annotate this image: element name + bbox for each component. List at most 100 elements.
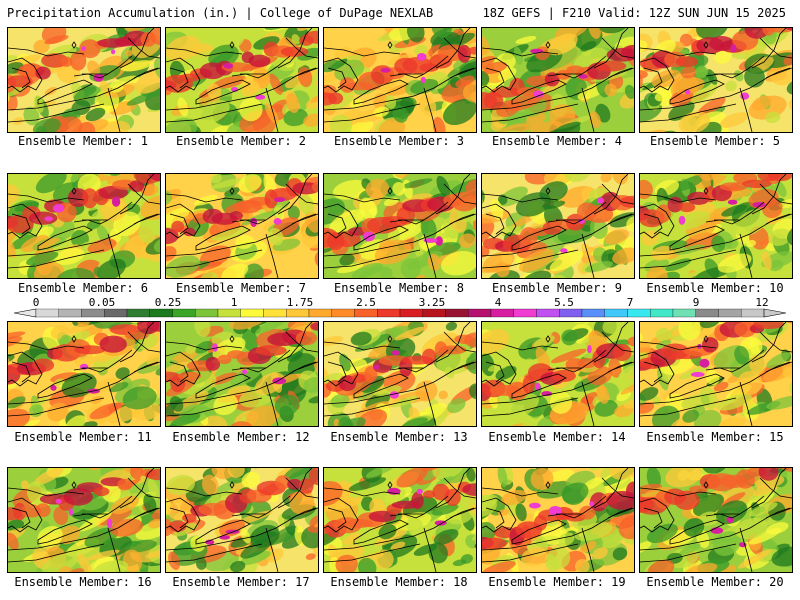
colorbar-tick-label: 3.25 xyxy=(418,296,446,309)
colorbar-swatch xyxy=(172,308,196,318)
colorbar-swatch xyxy=(286,308,310,318)
colorbar-swatch xyxy=(308,308,332,318)
precip-field xyxy=(8,28,160,132)
precip-field xyxy=(482,28,634,132)
station-marker xyxy=(71,481,77,489)
colorbar-swatch xyxy=(445,308,469,318)
ensemble-member-label: Ensemble Member: 17 xyxy=(172,575,310,589)
colorbar-swatch xyxy=(149,308,173,318)
colorbar-swatch xyxy=(422,308,446,318)
colorbar-tick-label: 7 xyxy=(626,296,634,309)
colorbar-swatch xyxy=(81,308,105,318)
run-valid-time: 18Z GEFS | F210 Valid: 12Z SUN JUN 15 20… xyxy=(482,6,786,20)
precip-field xyxy=(324,174,476,278)
colorbar-tick-label: 4 xyxy=(494,296,502,309)
ensemble-member-label: Ensemble Member: 3 xyxy=(333,134,465,148)
colorbar-swatch xyxy=(377,308,401,318)
colorbar-swatch xyxy=(672,308,696,318)
station-marker xyxy=(387,335,393,343)
colorbar-swatch xyxy=(354,308,378,318)
station-marker xyxy=(229,41,235,49)
ensemble-member-map xyxy=(639,27,793,133)
colorbar-arrow-right xyxy=(763,308,787,318)
ensemble-member-map xyxy=(323,321,477,427)
colorbar-swatch xyxy=(718,308,742,318)
precip-field xyxy=(8,322,160,426)
ensemble-member-map xyxy=(639,467,793,573)
precip-field xyxy=(482,322,634,426)
map-title: Precipitation Accumulation (in.) | Colle… xyxy=(7,6,434,20)
colorbar-tick-label: 1 xyxy=(230,296,238,309)
precip-field xyxy=(324,322,476,426)
ensemble-member-label: Ensemble Member: 8 xyxy=(333,281,465,295)
ensemble-member-label: Ensemble Member: 5 xyxy=(649,134,781,148)
colorbar-arrow-left xyxy=(13,308,37,318)
precip-field xyxy=(8,174,160,278)
station-marker xyxy=(703,335,709,343)
precip-field xyxy=(166,468,318,572)
colorbar-tick-label: 0.05 xyxy=(88,296,116,309)
precip-field xyxy=(324,468,476,572)
station-marker xyxy=(71,41,77,49)
colorbar-swatch xyxy=(559,308,583,318)
ensemble-member-label: Ensemble Member: 12 xyxy=(172,430,310,444)
ensemble-member-label: Ensemble Member: 2 xyxy=(175,134,307,148)
ensemble-member-map xyxy=(7,173,161,279)
ensemble-member-map xyxy=(323,173,477,279)
ensemble-member-map xyxy=(7,27,161,133)
ensemble-member-map xyxy=(7,467,161,573)
precip-field xyxy=(640,322,792,426)
colorbar-swatch xyxy=(240,308,264,318)
colorbar-swatch xyxy=(104,308,128,318)
station-marker xyxy=(71,335,77,343)
ensemble-member-map xyxy=(165,27,319,133)
ensemble-member-map xyxy=(7,321,161,427)
ensemble-member-label: Ensemble Member: 7 xyxy=(175,281,307,295)
ensemble-member-map xyxy=(639,321,793,427)
colorbar-swatch xyxy=(217,308,241,318)
colorbar-tick-label: 12 xyxy=(755,296,769,309)
colorbar-swatch xyxy=(604,308,628,318)
precip-field xyxy=(324,28,476,132)
colorbar-swatch xyxy=(263,308,287,318)
colorbar-swatch xyxy=(468,308,492,318)
ensemble-member-map xyxy=(165,321,319,427)
colorbar-tick-label: 9 xyxy=(692,296,700,309)
colorbar-tick-label: 5.5 xyxy=(554,296,574,309)
colorbar-swatch xyxy=(331,308,355,318)
ensemble-member-label: Ensemble Member: 20 xyxy=(646,575,784,589)
ensemble-member-map xyxy=(323,27,477,133)
station-marker xyxy=(229,335,235,343)
station-marker xyxy=(545,481,551,489)
ensemble-member-map xyxy=(481,467,635,573)
precip-field xyxy=(482,468,634,572)
station-marker xyxy=(545,41,551,49)
ensemble-member-map xyxy=(165,467,319,573)
station-marker xyxy=(703,41,709,49)
colorbar-swatch xyxy=(695,308,719,318)
station-marker xyxy=(229,481,235,489)
ensemble-member-map xyxy=(481,173,635,279)
precip-field xyxy=(482,174,634,278)
colorbar-swatch xyxy=(627,308,651,318)
station-marker xyxy=(71,187,77,195)
ensemble-member-label: Ensemble Member: 15 xyxy=(646,430,784,444)
station-marker xyxy=(387,41,393,49)
precip-field xyxy=(166,322,318,426)
precip-field xyxy=(166,28,318,132)
colorbar-swatch xyxy=(581,308,605,318)
ensemble-member-label: Ensemble Member: 4 xyxy=(491,134,623,148)
ensemble-member-label: Ensemble Member: 1 xyxy=(17,134,149,148)
colorbar-swatch xyxy=(490,308,514,318)
station-marker xyxy=(703,481,709,489)
colorbar-scale xyxy=(13,308,787,318)
precip-colorbar: 0 0.05 0.25 1 1.75 2.5 3.25 4 5.5 7 9 12 xyxy=(0,296,800,318)
station-marker xyxy=(545,187,551,195)
colorbar-swatch xyxy=(741,308,765,318)
colorbar-tick-label: 0.25 xyxy=(154,296,182,309)
colorbar-swatch xyxy=(195,308,219,318)
colorbar-tick-label: 0 xyxy=(32,296,40,309)
ensemble-member-map xyxy=(323,467,477,573)
colorbar-swatch xyxy=(58,308,82,318)
ensemble-member-map xyxy=(165,173,319,279)
